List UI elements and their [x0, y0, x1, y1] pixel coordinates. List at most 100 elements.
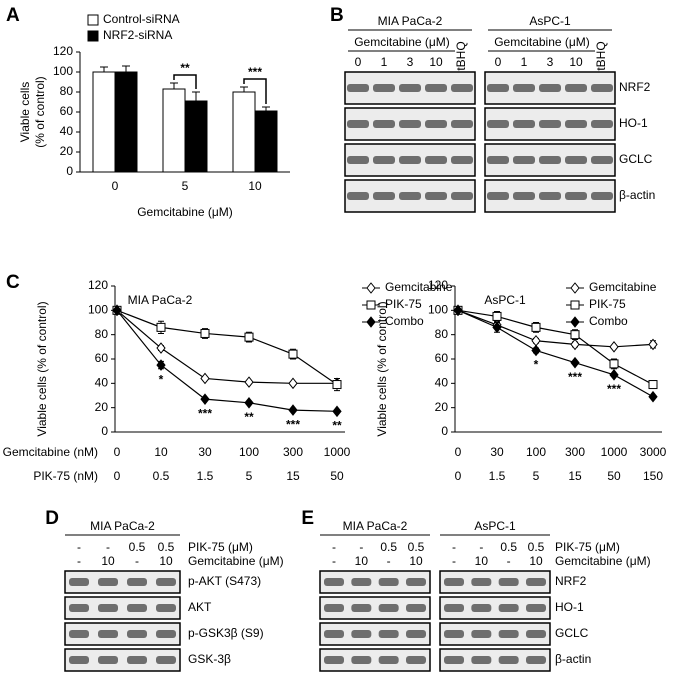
series-line: [116, 309, 337, 384]
protein-label: GSK-3β: [188, 652, 231, 666]
marker: [244, 376, 254, 388]
blot-band: [347, 192, 369, 200]
blot-band: [351, 578, 372, 586]
marker: [609, 369, 619, 381]
legend-swatch: [87, 14, 99, 26]
lane-label: 0.5: [158, 540, 175, 554]
y-axis-label: Viable cells (% of control): [35, 301, 49, 436]
lane-label: 10: [529, 554, 543, 568]
blot-band: [487, 84, 509, 92]
blot-band: [324, 604, 344, 612]
marker: [531, 344, 541, 357]
x-tick-label: 300: [283, 445, 303, 459]
x-tick-label: 0: [114, 469, 121, 483]
blot-band: [498, 656, 519, 664]
marker: [648, 338, 658, 351]
lane-label: 0: [495, 55, 502, 69]
y-tick-label: 120: [53, 44, 73, 58]
blot-band: [513, 156, 535, 164]
marker: [332, 405, 342, 418]
blot-band: [565, 192, 587, 200]
lane-label: 10: [475, 554, 489, 568]
lane-label: 10: [429, 55, 443, 69]
bar: [114, 71, 138, 173]
treatment-label: Gemcitabine (μM): [188, 554, 284, 568]
blot-band: [444, 630, 464, 638]
marker: [156, 342, 166, 354]
x-axis-label: Gemcitabine (μM): [137, 205, 233, 219]
x-tick-label: 150: [643, 469, 663, 483]
x-tick-label: 0: [455, 469, 462, 483]
treatment-label: PIK-75 (μM): [555, 540, 620, 554]
marker: [492, 311, 502, 321]
category-row-label: PIK-75 (nM): [33, 469, 98, 483]
blot-band: [539, 120, 561, 128]
marker: [244, 332, 254, 342]
x-tick-label: 300: [565, 445, 585, 459]
series-line: [116, 309, 338, 412]
blot-band: [425, 156, 447, 164]
blot-band: [539, 192, 561, 200]
marker: [288, 404, 298, 416]
legend-marker: [570, 316, 580, 328]
blot-band: [539, 156, 561, 164]
bar: [92, 71, 116, 173]
marker: [156, 322, 166, 332]
blot-band: [69, 656, 89, 664]
y-tick-label: 20: [60, 144, 74, 158]
treatment-label: Gemcitabine (μM): [555, 554, 651, 568]
marker: [570, 338, 580, 351]
marker: [531, 322, 541, 332]
blot-band: [591, 156, 613, 164]
marker: [570, 356, 580, 369]
lane-label: 10: [569, 55, 583, 69]
significance-stars: ***: [286, 417, 300, 431]
lane-label: 10: [159, 554, 173, 568]
y-tick-label: 60: [60, 104, 74, 118]
x-tick-label: 5: [246, 469, 253, 483]
blot-frame: [64, 648, 181, 672]
y-tick-label: 20: [435, 400, 449, 414]
blot-band: [406, 630, 426, 638]
panel-letter: C: [6, 272, 20, 293]
x-tick-label: 0: [455, 445, 462, 459]
marker: [200, 393, 210, 405]
blot-band: [399, 120, 421, 128]
group-name: AsPC-1: [474, 519, 516, 533]
marker: [200, 328, 210, 338]
significance-stars: ***: [607, 382, 621, 396]
x-tick-label: 0: [114, 445, 121, 459]
lane-label: -: [387, 554, 391, 568]
group-name: MIA PaCa-2: [378, 14, 443, 28]
x-tick-label: 10: [154, 445, 168, 459]
lane-label: 10: [409, 554, 423, 568]
blot-band: [324, 578, 344, 586]
x-tick-label: 15: [286, 469, 300, 483]
blot-band: [444, 604, 464, 612]
lane-label: -: [452, 540, 456, 554]
blot-band: [513, 120, 535, 128]
y-tick-label: 40: [60, 124, 74, 138]
blot-band: [444, 578, 464, 586]
legend-marker: [366, 300, 376, 310]
blot-frame: [319, 596, 431, 620]
blot-band: [156, 604, 176, 612]
blot-band: [471, 578, 492, 586]
lane-label: -: [507, 554, 511, 568]
blot-band: [69, 630, 89, 638]
protein-label: HO-1: [619, 116, 648, 130]
legend-label: Control-siRNA: [103, 12, 180, 26]
y-tick-label: 0: [66, 164, 73, 178]
error-bar: [170, 82, 178, 89]
lane-label: 1: [381, 55, 388, 69]
blot-frame: [319, 622, 431, 646]
blot-frame: [64, 622, 181, 646]
blot-band: [373, 192, 395, 200]
bar: [254, 110, 278, 173]
lane-label: -: [135, 554, 139, 568]
blot-band: [451, 84, 473, 92]
blot-band: [451, 156, 473, 164]
series-line: [116, 309, 338, 386]
blot-band: [347, 156, 369, 164]
blot-band: [127, 578, 147, 586]
